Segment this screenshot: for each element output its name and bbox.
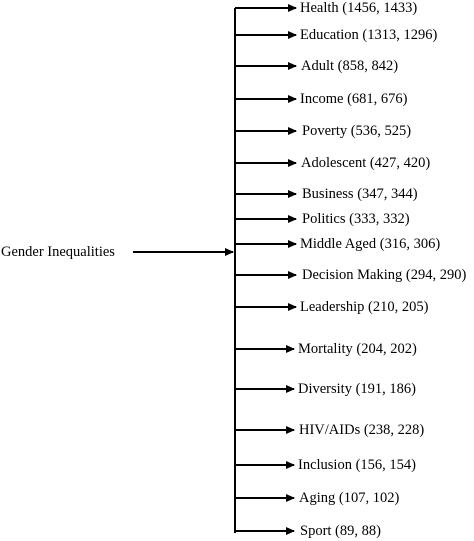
branch-label: Mortality (204, 202) <box>298 341 417 357</box>
branch-label: Business (347, 344) <box>302 186 418 202</box>
branch-label: Health (1456, 1433) <box>300 0 418 16</box>
root-node-label: Gender Inequalities <box>1 244 115 260</box>
branch-label: Inclusion (156, 154) <box>298 457 416 473</box>
branch-label: Poverty (536, 525) <box>302 123 412 139</box>
branch-label: Adult (858, 842) <box>301 58 399 74</box>
branch-label: HIV/AIDs (238, 228) <box>299 422 425 438</box>
branch-label: Adolescent (427, 420) <box>301 155 431 171</box>
branch-label: Middle Aged (316, 306) <box>300 236 441 252</box>
branch-label: Income (681, 676) <box>300 91 408 107</box>
branch-label: Aging (107, 102) <box>299 490 400 506</box>
branch-label: Education (1313, 1296) <box>300 27 438 43</box>
branch-label: Decision Making (294, 290) <box>302 267 467 283</box>
branch-label: Diversity (191, 186) <box>298 381 416 397</box>
branch-label: Sport (89, 88) <box>300 523 381 539</box>
branch-label: Politics (333, 332) <box>302 211 410 227</box>
branch-label: Leadership (210, 205) <box>300 299 429 315</box>
